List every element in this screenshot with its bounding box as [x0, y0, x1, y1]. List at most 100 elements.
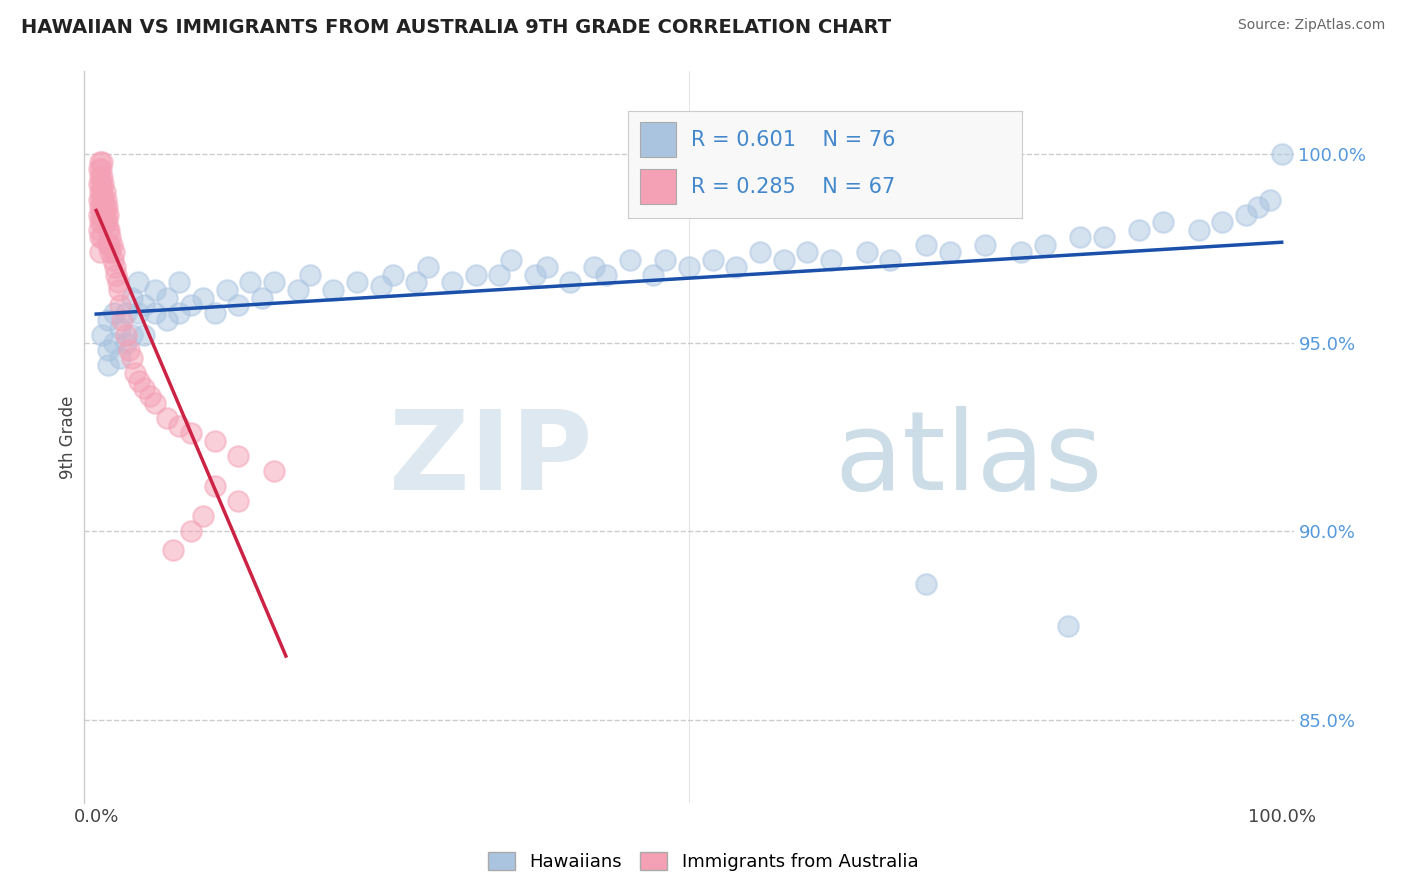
Point: [103, 245, 125, 260]
Text: R = 0.285    N = 67: R = 0.285 N = 67: [692, 177, 896, 196]
Y-axis label: 9th Grade: 9th Grade: [59, 395, 77, 479]
Point: [156, 313, 179, 327]
Point: [107, 283, 129, 297]
Point: [91, 215, 114, 229]
Point: [678, 260, 700, 275]
Point: [89, 200, 111, 214]
Point: [725, 260, 748, 275]
Text: ZIP: ZIP: [389, 406, 592, 513]
Point: [1092, 230, 1115, 244]
Point: [94, 208, 117, 222]
Point: [536, 260, 558, 275]
Point: [93, 215, 115, 229]
Point: [191, 291, 214, 305]
Point: [132, 381, 155, 395]
Point: [228, 449, 250, 463]
Text: R = 0.601    N = 76: R = 0.601 N = 76: [692, 129, 896, 150]
Point: [100, 245, 122, 260]
Point: [228, 494, 250, 508]
Point: [98, 223, 121, 237]
Point: [938, 245, 960, 260]
Point: [250, 291, 273, 305]
Point: [93, 185, 115, 199]
Point: [127, 276, 149, 290]
Point: [162, 543, 184, 558]
Point: [263, 464, 285, 478]
Point: [974, 237, 997, 252]
Point: [156, 291, 179, 305]
Point: [654, 252, 676, 267]
Point: [204, 479, 226, 493]
Point: [89, 154, 111, 169]
Point: [501, 252, 523, 267]
Point: [1033, 237, 1056, 252]
Point: [796, 245, 818, 260]
Point: [167, 418, 190, 433]
Point: [1258, 193, 1281, 207]
Point: [128, 374, 150, 388]
Bar: [640, 122, 676, 157]
Point: [440, 276, 463, 290]
Point: [1234, 208, 1257, 222]
Point: [90, 208, 112, 222]
Point: [1128, 223, 1150, 237]
Point: [124, 366, 146, 380]
Point: [91, 208, 114, 222]
Point: [97, 237, 120, 252]
Point: [91, 178, 114, 192]
Point: [89, 169, 111, 184]
Point: [1271, 147, 1294, 161]
Point: [103, 306, 125, 320]
Point: [91, 154, 114, 169]
Point: [91, 230, 114, 244]
Point: [1152, 215, 1174, 229]
Point: [121, 328, 143, 343]
Point: [87, 223, 110, 237]
Point: [370, 279, 392, 293]
Point: [89, 245, 111, 260]
Point: [115, 306, 138, 320]
Point: [879, 252, 901, 267]
Point: [87, 193, 110, 207]
Text: HAWAIIAN VS IMMIGRANTS FROM AUSTRALIA 9TH GRADE CORRELATION CHART: HAWAIIAN VS IMMIGRANTS FROM AUSTRALIA 9T…: [21, 18, 891, 37]
Point: [228, 298, 250, 312]
Point: [619, 252, 641, 267]
Point: [91, 169, 114, 184]
Point: [121, 291, 143, 305]
Point: [595, 268, 617, 282]
Point: [523, 268, 546, 282]
Point: [111, 313, 134, 327]
Point: [215, 283, 238, 297]
Point: [287, 283, 309, 297]
Point: [855, 245, 877, 260]
Point: [97, 313, 120, 327]
Point: [87, 162, 110, 177]
Point: [191, 509, 214, 524]
Point: [1247, 200, 1270, 214]
Point: [89, 230, 111, 244]
Point: [97, 343, 120, 358]
Point: [132, 298, 155, 312]
Point: [1010, 245, 1032, 260]
Point: [1188, 223, 1211, 237]
Bar: [640, 169, 676, 203]
Point: [418, 260, 440, 275]
Point: [145, 396, 167, 410]
Point: [93, 200, 115, 214]
Point: [103, 335, 125, 350]
Point: [94, 193, 117, 207]
Point: [91, 200, 114, 214]
Point: [90, 178, 112, 192]
Point: [107, 276, 129, 290]
Point: [915, 577, 938, 591]
Point: [464, 268, 486, 282]
Point: [180, 298, 202, 312]
Point: [180, 426, 202, 441]
Point: [96, 200, 118, 214]
Point: [749, 245, 772, 260]
Point: [643, 268, 665, 282]
Point: [346, 276, 368, 290]
Point: [100, 230, 122, 244]
Text: atlas: atlas: [834, 406, 1102, 513]
Point: [204, 306, 226, 320]
